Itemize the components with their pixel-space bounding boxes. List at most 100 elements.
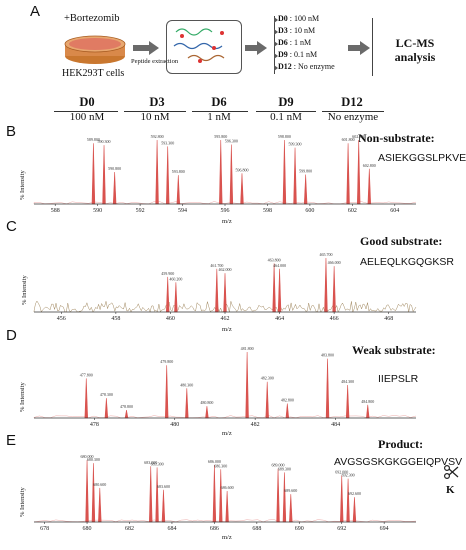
x-tick-label: 684 — [167, 526, 176, 532]
peak-label: 683.000 — [144, 460, 157, 465]
peak-label: 593.300 — [161, 140, 174, 145]
panel-letter-c: C — [6, 218, 17, 235]
peak-label: 593.800 — [172, 169, 185, 174]
peak-label: 464.000 — [273, 263, 286, 268]
spectrum-peak — [91, 463, 96, 523]
spectrum-peak — [176, 175, 181, 205]
peak-label: 482.800 — [281, 397, 294, 402]
x-tick-label: 484 — [331, 422, 340, 428]
x-tick-label: 588 — [51, 208, 60, 214]
spectrum-peak — [165, 146, 170, 205]
spectrum-peak — [352, 497, 357, 523]
spectrum-peak — [356, 139, 361, 205]
panel-e-xlabel: m/z — [222, 534, 232, 541]
x-tick-label: 600 — [305, 208, 314, 214]
panel-b-ylabel: % Intensity — [19, 170, 26, 200]
peak-label: 482.300 — [261, 376, 274, 381]
panel-d-sequence: IIEPSLR — [378, 373, 419, 385]
dose-row: D9 : 0.1 nM — [278, 50, 318, 59]
dose-underline — [124, 111, 186, 112]
x-tick-label: 466 — [330, 316, 339, 322]
x-tick-label: 462 — [221, 316, 230, 322]
spectrum-peak — [102, 145, 106, 205]
peak-label: 462.000 — [219, 267, 232, 272]
panel-b-xlabel: m/z — [222, 218, 232, 225]
x-tick-label: 678 — [40, 526, 49, 532]
spectrum-peak — [276, 468, 280, 523]
panel-letter-a: A — [30, 3, 41, 20]
x-tick-label: 690 — [295, 526, 304, 532]
spectrum-peak — [223, 273, 227, 313]
extraction-label: Peptide extraction — [131, 58, 179, 65]
peak-label: 680.300 — [87, 457, 100, 462]
spectrum-d: 477.800 478.300 478.800 479.800 480.300 480.8… — [33, 346, 417, 428]
peak-label: 601.800 — [342, 137, 355, 142]
x-tick-label: 592 — [136, 208, 145, 214]
peak-label: 596.300 — [225, 138, 238, 143]
spectrum-peak — [289, 494, 293, 523]
x-tick-label: 482 — [251, 422, 260, 428]
peak-label: 590.800 — [108, 166, 121, 171]
panel-c-ylabel: % Intensity — [21, 275, 28, 305]
peak-label: 592.800 — [151, 134, 164, 139]
x-tick-label: 680 — [83, 526, 92, 532]
peak-label: 689.600 — [284, 488, 297, 493]
spectrum-peak — [340, 475, 344, 523]
x-tick-label: 688 — [252, 526, 261, 532]
baseline-noise — [33, 415, 417, 419]
peak-label: 683.600 — [157, 484, 170, 489]
dose-value-d9: 0.1 nM — [270, 111, 302, 123]
peak-label: 595.800 — [214, 134, 227, 139]
spectrum-peak — [277, 268, 282, 313]
dose-header-d3: D3 — [149, 95, 165, 109]
x-tick-label: 478 — [90, 422, 99, 428]
spectrum-peak — [85, 459, 89, 523]
spectrum-peak — [161, 489, 166, 523]
spectrum-peak — [324, 257, 328, 313]
dose-header-d6: D6 — [211, 95, 227, 109]
peak-label: 598.800 — [278, 134, 291, 139]
dose-arrows — [274, 17, 278, 71]
bortezomib-label: +Bortezomib — [64, 13, 120, 24]
panel-c-sequence: AELEQLKGQGKSR — [360, 256, 454, 268]
panel-letter-e: E — [6, 432, 17, 449]
peak-label: 477.800 — [80, 372, 93, 377]
spectrum-peak — [346, 143, 350, 205]
spectrum-peak — [205, 406, 209, 419]
x-tick-label: 590 — [93, 208, 102, 214]
spectrum-peak — [91, 143, 96, 205]
peak-label: 461.700 — [210, 263, 223, 268]
peak-label: 689.000 — [272, 463, 285, 468]
spectrum-peak — [240, 173, 244, 205]
peak-label: 602.800 — [363, 163, 376, 168]
spectrum-peak — [225, 490, 229, 523]
peak-label: 680.000 — [81, 454, 94, 459]
x-tick-label: 682 — [125, 526, 134, 532]
x-tick-label: 598 — [263, 208, 272, 214]
panel-c-xlabel: m/z — [222, 326, 232, 333]
x-tick-label: 480 — [170, 422, 179, 428]
x-tick-label: 460 — [166, 316, 175, 322]
arrow-icon — [348, 41, 370, 55]
x-tick-label: 686 — [210, 526, 219, 532]
peak-label: 692.300 — [342, 473, 355, 478]
dose-underline — [54, 111, 118, 112]
analysis-divider — [372, 18, 373, 76]
spectrum-peak — [164, 365, 169, 419]
peak-label: 478.800 — [120, 404, 133, 409]
peak-label: 590.300 — [98, 139, 111, 144]
spectrum-peak — [229, 144, 234, 205]
spectrum-peak — [165, 276, 170, 313]
spectrum-peak — [155, 139, 159, 205]
spectrum-peak — [174, 282, 178, 313]
spectrum-peak — [282, 472, 287, 523]
x-tick-label: 692 — [337, 526, 346, 532]
panel-e-type: Product: — [378, 437, 424, 451]
panel-letter-d: D — [6, 327, 17, 344]
peak-label: 480.800 — [200, 400, 213, 405]
spectrum-peak — [185, 388, 189, 419]
panel-b-type: Non-substrate: — [358, 131, 435, 145]
spectrum-peak — [98, 487, 102, 523]
